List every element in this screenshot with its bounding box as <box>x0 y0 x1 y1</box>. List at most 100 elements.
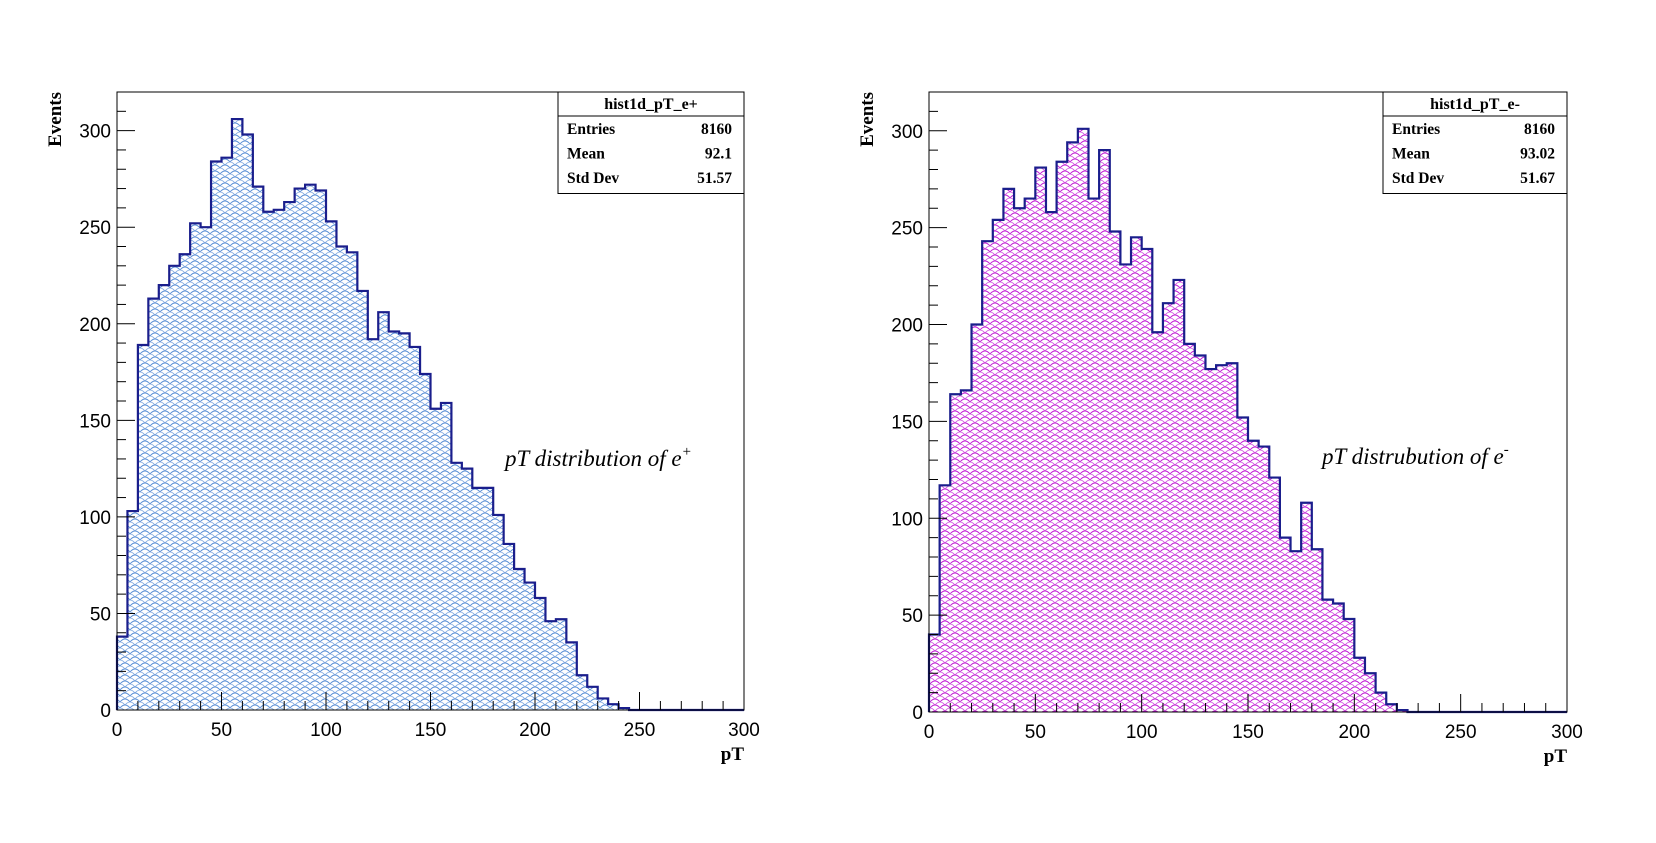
stats-box: hist1d_pT_e+ Entries 8160 Mean 92.1 Std Dev 51… <box>557 91 745 194</box>
x-tick-label: 150 <box>1232 722 1264 743</box>
histogram-bin <box>535 597 546 710</box>
histogram-panel-2: 0 50 100 150 200 250 300 0 50 100 150 200 250 300 pT Ev… <box>857 91 1583 767</box>
histogram-bin <box>514 569 525 710</box>
histogram-bin <box>1343 619 1355 712</box>
y-tick-label: 50 <box>90 604 111 625</box>
histogram-bin <box>1301 502 1312 712</box>
histogram-bin <box>1035 167 1046 712</box>
x-tick-label: 300 <box>1551 722 1583 743</box>
y-tick-label: 200 <box>79 315 111 336</box>
y-axis-title: Events <box>857 92 878 147</box>
y-tick-label: 300 <box>891 122 923 143</box>
histogram-bin <box>367 339 379 710</box>
histogram-bin <box>1354 657 1365 712</box>
histogram-bin <box>1162 303 1174 712</box>
histogram-bin <box>430 408 441 710</box>
histogram-bin <box>1131 237 1142 712</box>
histogram-bin <box>1364 673 1376 712</box>
histogram-panel-1: 0 50 100 150 200 250 300 0 50 100 150 200 250 300 pT Ev… <box>45 91 760 765</box>
histogram-bin <box>137 344 149 710</box>
histogram-bin <box>127 511 138 710</box>
histogram-bin <box>597 698 609 710</box>
histogram-bin <box>960 390 972 712</box>
histogram-bin <box>1120 264 1132 712</box>
x-tick-label: 250 <box>1445 722 1477 743</box>
x-tick-label: 150 <box>415 720 447 741</box>
annotation-superscript: - <box>1504 442 1509 458</box>
histogram-bin <box>1205 369 1217 712</box>
y-tick-label: 300 <box>79 122 111 143</box>
histogram-bin <box>472 487 483 710</box>
histogram-bin <box>231 119 243 711</box>
histogram-bin <box>555 619 567 710</box>
y-tick-label: 100 <box>79 508 111 529</box>
stats-row-label: Std Dev <box>567 170 619 187</box>
y-tick-label: 250 <box>79 218 111 239</box>
histogram-bin <box>992 219 1004 712</box>
histogram-bin <box>1237 417 1248 712</box>
histogram-bin <box>1311 549 1323 712</box>
stats-row-value: 51.67 <box>1520 170 1555 187</box>
histogram-bin <box>482 487 494 710</box>
stats-row-value: 92.1 <box>705 146 732 163</box>
histogram-bin <box>399 333 410 710</box>
histogram-bin <box>158 285 170 710</box>
histogram-bin <box>1003 188 1015 712</box>
y-tick-label: 100 <box>891 509 923 530</box>
x-axis-title: pT <box>721 744 745 765</box>
x-axis-title: pT <box>1544 746 1568 767</box>
x-tick-label: 100 <box>310 720 342 741</box>
stats-box-title: hist1d_pT_e+ <box>604 96 698 113</box>
x-tick-label: 100 <box>1126 722 1158 743</box>
histogram-bin <box>1375 692 1387 712</box>
histogram-bin <box>1109 231 1121 712</box>
histogram-bin <box>336 246 347 710</box>
histogram-bin <box>357 290 368 710</box>
histogram-bin <box>346 252 358 710</box>
y-tick-label: 200 <box>891 316 923 337</box>
stats-row-value: 8160 <box>1524 121 1555 138</box>
histogram-bin <box>1152 332 1163 712</box>
histogram-bin <box>608 704 619 710</box>
histogram-bin <box>493 514 504 710</box>
x-tick-label: 0 <box>924 722 935 743</box>
y-tick-label: 50 <box>902 606 923 627</box>
y-tick-label: 0 <box>912 703 923 724</box>
histogram-bin <box>545 621 556 710</box>
histogram-bin <box>200 227 212 710</box>
histogram-bin <box>1269 477 1280 712</box>
histogram-outline <box>115 117 744 712</box>
stats-box-frame <box>557 91 745 194</box>
x-tick-label: 200 <box>1338 722 1370 743</box>
histogram-bin <box>1014 208 1025 712</box>
histogram-bin <box>252 186 264 711</box>
x-tick-label: 300 <box>728 720 760 741</box>
histogram-bin <box>1067 142 1078 712</box>
histogram-bin <box>503 543 515 710</box>
histogram-bin <box>211 161 222 710</box>
histogram-bin <box>451 462 462 710</box>
histogram-bin <box>1194 355 1206 712</box>
histogram-bin <box>1322 599 1334 712</box>
histogram-bin <box>524 582 535 710</box>
y-tick-label: 250 <box>891 219 923 240</box>
histogram-bin <box>315 190 326 710</box>
stats-row-label: Mean <box>1392 146 1430 163</box>
histogram-bin <box>420 373 431 710</box>
x-tick-label: 200 <box>519 720 551 741</box>
histogram-bin <box>982 241 993 712</box>
histogram-bin <box>1386 704 1397 712</box>
annotation-text: pT distrubution of e <box>1320 444 1504 469</box>
histogram-bin <box>388 331 400 710</box>
histogram-bin <box>378 312 389 710</box>
histogram-bin <box>409 346 421 710</box>
histogram-bin <box>1184 343 1195 712</box>
histogram-bin <box>263 211 274 711</box>
stats-row-label: Entries <box>567 121 615 138</box>
stats-row-label: Entries <box>1392 121 1440 138</box>
histogram-bin <box>587 686 598 710</box>
histogram-bin <box>1248 440 1259 712</box>
histogram-bin <box>1290 551 1302 712</box>
histogram-bin <box>440 402 452 710</box>
